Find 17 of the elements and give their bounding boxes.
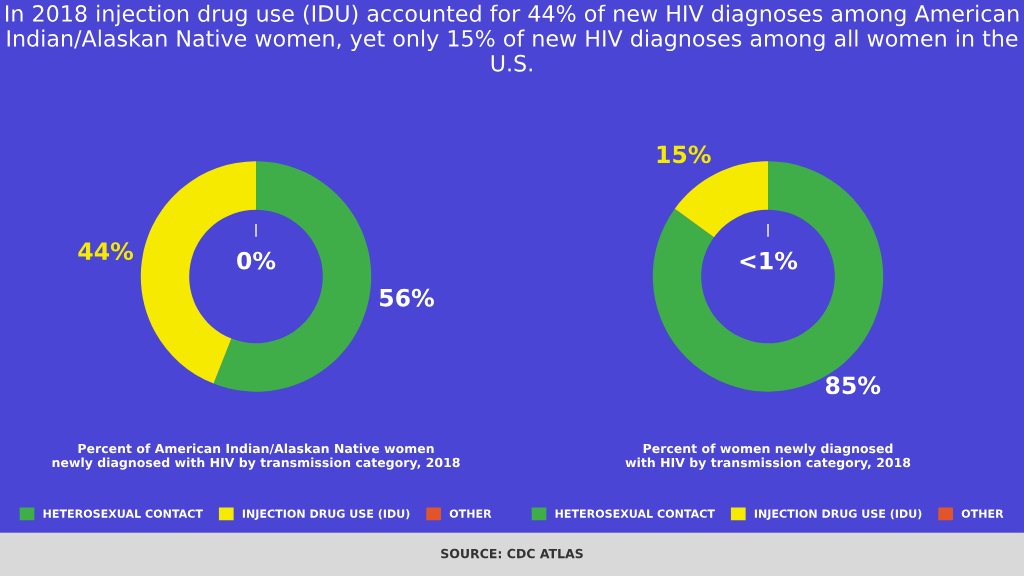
data-label: 44% (78, 242, 134, 261)
legend-label: INJECTION DRUG USE (IDU) (242, 509, 410, 520)
text: 0% (237, 251, 276, 270)
legend-label: HETEROSEXUAL CONTACT (43, 509, 203, 518)
data-label: 15% (657, 145, 711, 164)
data-label: 56% (380, 288, 434, 307)
legend-label: INJECTION DRUG USE (IDU) (754, 509, 922, 520)
text: Percent of women newly diagnosed with HIV by transmission category, 2018 (625, 443, 911, 470)
text: <1% (740, 251, 798, 270)
data-label: 85% (825, 376, 881, 395)
source-note: SOURCE: CDC ATLAS (441, 548, 583, 559)
chart-title: In 2018 injection drug use (IDU) accounted for 44% of new HIV diagnoses among American Indian/Alaskan Native women, yet only 15% of new HIV diagnoses among all women in the U.S. (5, 4, 1019, 72)
text: Percent of American Indian/Alaskan Native women newly diagnosed with HIV by transmission category, 2018 (52, 443, 460, 470)
legend-label: HETEROSEXUAL CONTACT (555, 509, 715, 518)
donut-slice (213, 161, 372, 392)
legend-label: OTHER (449, 509, 492, 518)
legend-label: OTHER (961, 509, 1004, 518)
